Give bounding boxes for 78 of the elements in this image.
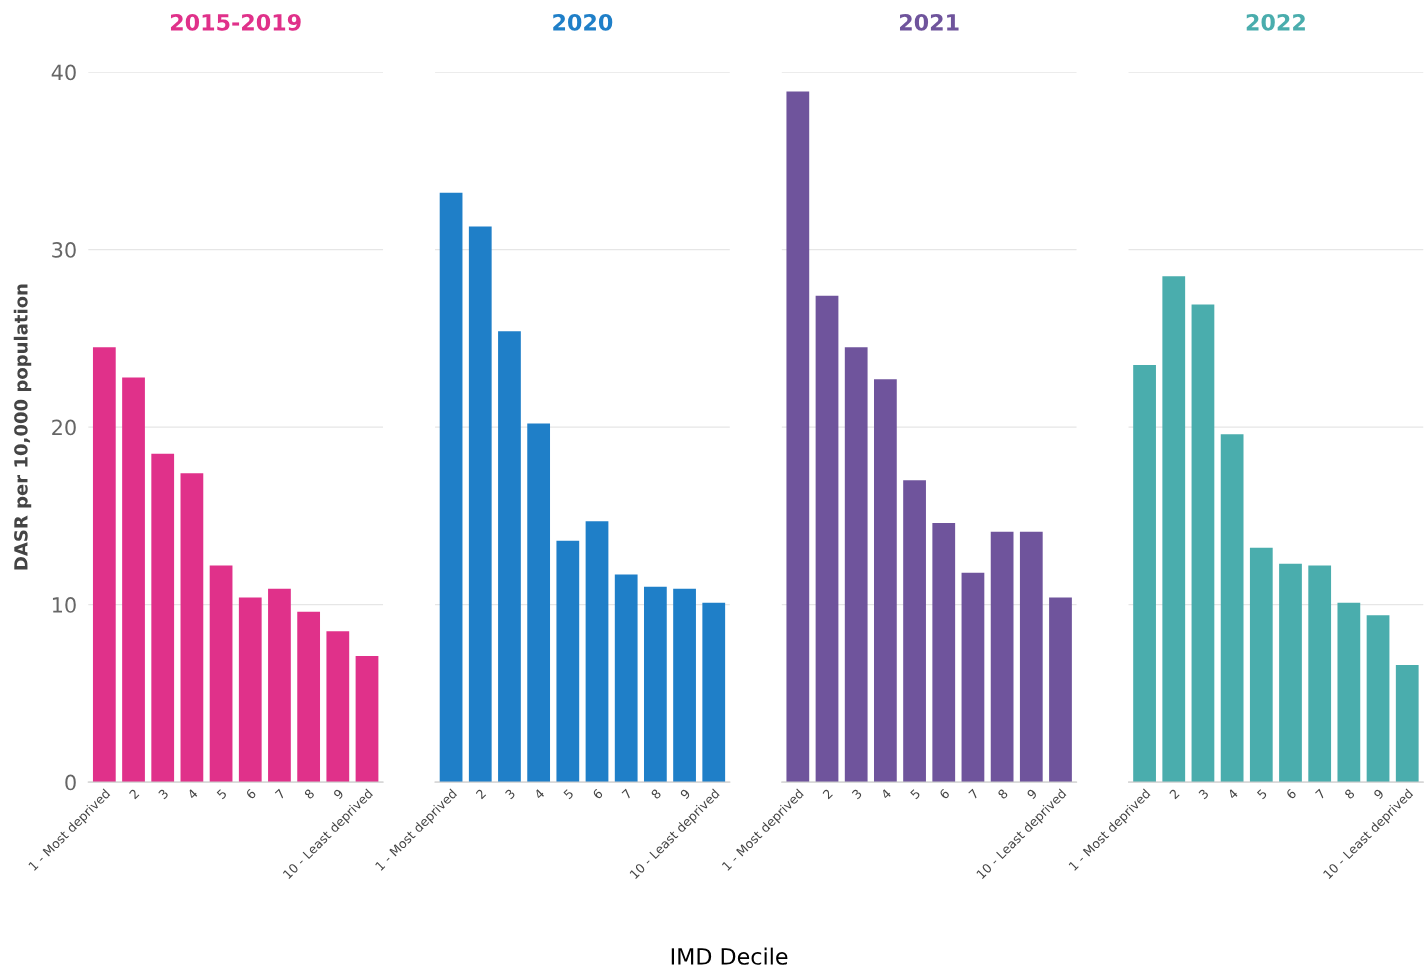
bar	[238, 597, 262, 783]
x-tick-label: 3	[504, 788, 516, 800]
bar	[1395, 664, 1419, 783]
x-tick-label: 4	[1227, 788, 1239, 800]
text: IMD Decile	[671, 947, 788, 965]
bar	[122, 377, 145, 783]
bar	[815, 295, 839, 783]
bar	[786, 91, 810, 783]
bar	[180, 473, 204, 783]
bar	[527, 423, 551, 783]
x-tick-label: 2	[475, 788, 487, 800]
y-tick-label: 40	[51, 64, 76, 81]
x-tick-label: 2	[822, 788, 833, 800]
x-tick-label: 5	[909, 788, 921, 800]
x-tick-label: 3	[1198, 788, 1210, 800]
bar	[92, 347, 116, 783]
bar	[326, 631, 350, 783]
x-tick-label: 8	[1344, 788, 1356, 800]
bar	[990, 531, 1014, 783]
y-tick-label: 10	[52, 597, 76, 613]
x-tick-label: 7	[968, 788, 979, 800]
x-tick-label: 7	[274, 788, 286, 800]
x-tick-label: 2	[1168, 788, 1180, 800]
x-tick-label: 5	[563, 788, 574, 800]
bar	[1220, 434, 1244, 783]
x-tick-label: 8	[303, 788, 315, 800]
bar	[702, 602, 726, 783]
x-tick-label: 5	[216, 788, 228, 800]
x-tick-label: 4	[186, 788, 199, 800]
x-tick-label: 6	[1285, 788, 1297, 800]
bar	[556, 540, 580, 783]
bar	[1162, 276, 1186, 783]
bar	[209, 565, 233, 783]
bar	[1019, 531, 1043, 783]
bar	[1366, 615, 1390, 783]
bar	[355, 656, 379, 783]
chart-title: 2015-2019	[170, 13, 301, 31]
x-tick-label: 7	[1315, 788, 1326, 800]
bar	[1249, 547, 1273, 783]
bar	[1337, 602, 1361, 783]
x-tick-label: 8	[997, 788, 1009, 800]
bar	[468, 226, 492, 783]
bar	[1279, 563, 1302, 783]
bar	[1191, 304, 1215, 783]
chart-title: 2021	[899, 13, 959, 31]
y-tick-label: 20	[52, 419, 76, 436]
bar	[585, 521, 609, 783]
x-tick-label: 4	[533, 788, 545, 800]
bar	[1308, 565, 1332, 783]
bar	[1133, 364, 1156, 783]
bar	[1049, 597, 1072, 783]
x-tick-label: 7	[621, 788, 633, 800]
x-tick-label: 5	[1256, 788, 1268, 800]
chart-title: 2022	[1246, 13, 1305, 31]
bar	[932, 522, 956, 783]
bar	[874, 379, 897, 783]
x-tick-label: 2	[128, 788, 140, 800]
bar	[439, 192, 463, 783]
x-tick-label: 6	[245, 788, 257, 800]
bar	[644, 586, 667, 783]
x-tick-label: 3	[851, 788, 863, 800]
bar	[961, 572, 985, 783]
x-tick-label: 3	[157, 788, 169, 800]
y-axis-title: DASR per 10,000 population	[13, 284, 32, 570]
bar	[844, 347, 868, 783]
x-tick-label: 6	[938, 788, 951, 800]
bar	[673, 588, 696, 783]
bar	[297, 611, 321, 783]
bar	[268, 588, 291, 783]
bar	[498, 331, 521, 783]
x-tick-label: 6	[592, 788, 604, 800]
bar	[151, 453, 175, 783]
x-tick-label: 4	[880, 788, 892, 800]
bar	[614, 574, 638, 783]
y-tick-label: 30	[52, 242, 76, 258]
bar	[903, 480, 926, 783]
chart-title: 2020	[553, 13, 613, 31]
x-tick-label: 8	[650, 788, 662, 800]
